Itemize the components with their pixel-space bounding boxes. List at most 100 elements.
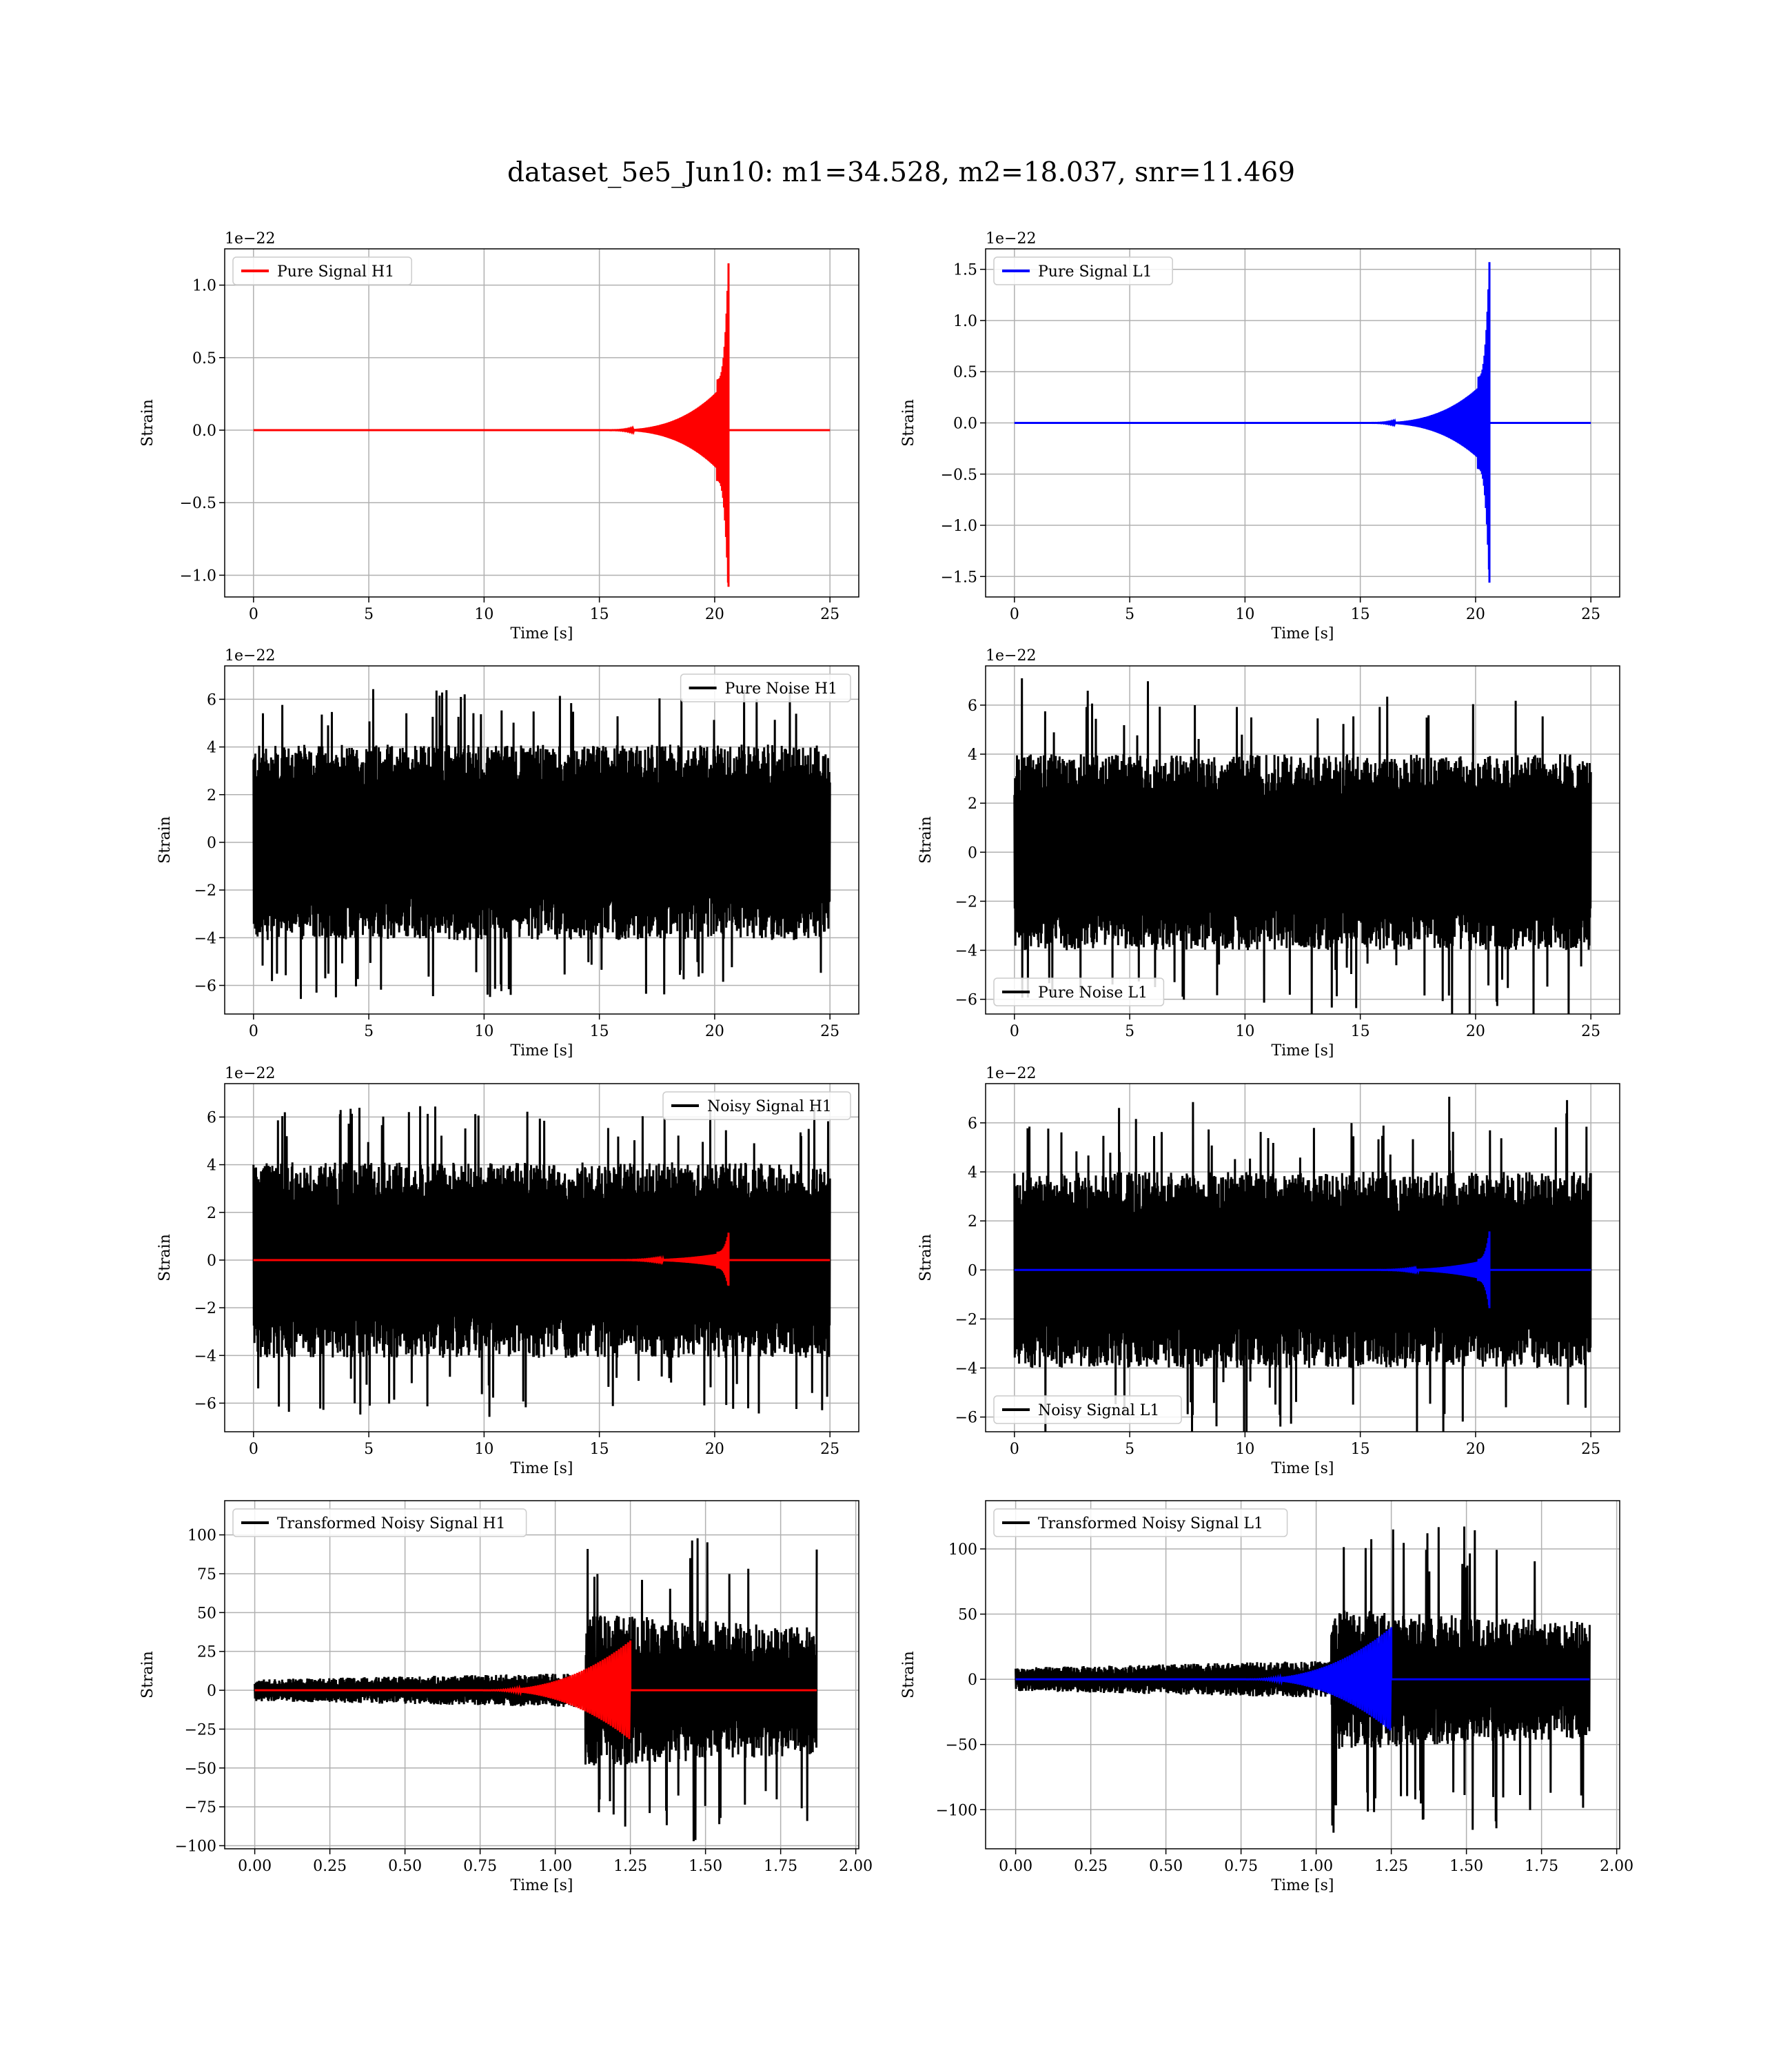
x-tick-label: 10	[1235, 1441, 1254, 1458]
legend-box	[993, 256, 1173, 285]
axis-offset-text: 1e−22	[225, 230, 275, 247]
x-tick-label: 0.50	[1149, 1858, 1183, 1875]
y-tick-label: 0	[968, 1262, 977, 1279]
y-tick-label: 0.5	[953, 364, 977, 381]
y-tick-label: 100	[187, 1528, 216, 1545]
x-tick-label: 1.25	[1374, 1858, 1408, 1875]
series-line-0	[252, 1106, 831, 1417]
y-axis-label: Strain	[139, 399, 156, 447]
x-tick-label: 1.50	[689, 1858, 722, 1875]
y-axis-label: Strain	[900, 1651, 917, 1699]
x-tick-label: 25	[820, 606, 839, 623]
axis-offset-text: 1e−22	[986, 647, 1036, 665]
series-line-0	[253, 263, 831, 587]
pure-noise-l1-chart: 0 5 10 15 20 25 −6 −4 −2 0 2 4 6 Time [s] Strain 1e−22 P…	[917, 647, 1620, 1060]
y-axis-label: Strain	[900, 399, 917, 447]
y-axis-label: Strain	[156, 816, 174, 864]
legend: Pure Signal H1	[232, 256, 412, 285]
y-tick-label: −2	[194, 882, 216, 900]
series-line-0	[254, 1538, 818, 1842]
x-tick-label: 0	[249, 1023, 258, 1040]
y-tick-label: 1.5	[953, 262, 977, 279]
y-tick-label: 50	[958, 1607, 977, 1624]
figure-title: dataset_5e5_Jun10: m1=34.528, m2=18.037,…	[507, 157, 1296, 188]
legend-label: Noisy Signal H1	[707, 1098, 832, 1115]
plot-frame	[224, 665, 859, 1015]
x-tick-label: 0.75	[1224, 1858, 1258, 1875]
x-tick-label: 1.50	[1449, 1858, 1483, 1875]
pure-signal-l1-chart: 0 5 10 15 20 25 −1.5 −1.0 −0.5 0.0 0.5 1.0 1.5 Time […	[900, 230, 1620, 642]
legend: Transformed Noisy Signal H1	[232, 1508, 527, 1537]
y-axis-label: Strain	[156, 1234, 174, 1281]
y-tick-label: −0.5	[941, 467, 977, 484]
x-tick-label: 0	[1010, 606, 1019, 623]
y-tick-label: −6	[194, 1395, 216, 1412]
y-tick-label: −50	[946, 1737, 977, 1754]
plot-frame	[224, 1500, 859, 1849]
legend-box	[232, 256, 412, 285]
y-tick-label: 4	[968, 747, 977, 764]
x-axis-label: Time [s]	[510, 625, 573, 642]
y-tick-label: 100	[948, 1541, 977, 1559]
y-tick-label: −2	[194, 1300, 216, 1317]
x-tick-label: 15	[590, 1023, 609, 1040]
plot-frame	[985, 1500, 1620, 1849]
x-axis-label: Time [s]	[1271, 1460, 1334, 1477]
x-tick-label: 1.75	[1525, 1858, 1558, 1875]
legend-box	[662, 1091, 851, 1120]
legend: Pure Signal L1	[993, 256, 1173, 285]
x-tick-label: 5	[364, 1023, 374, 1040]
x-tick-label: 15	[590, 1441, 609, 1458]
y-tick-label: 2	[968, 795, 977, 813]
x-tick-label: 25	[1581, 1023, 1600, 1040]
y-tick-label: 0	[207, 1253, 216, 1270]
transformed-noisy-signal-l1-chart: 0.00 0.25 0.50 0.75 1.00 1.25 1.50 1.75 2.00 −100…	[900, 1500, 1633, 1894]
x-tick-label: 5	[1125, 606, 1134, 623]
x-tick-label: 15	[590, 606, 609, 623]
y-tick-label: 6	[968, 698, 977, 715]
x-tick-label: 5	[1125, 1441, 1134, 1458]
x-tick-label: 25	[1581, 606, 1600, 623]
y-tick-label: 1.0	[192, 278, 216, 295]
x-tick-label: 20	[705, 1441, 724, 1458]
x-tick-label: 10	[1235, 1023, 1254, 1040]
legend: Transformed Noisy Signal L1	[993, 1508, 1288, 1537]
legend-label: Transformed Noisy Signal H1	[277, 1515, 506, 1532]
x-axis-label: Time [s]	[510, 1042, 573, 1060]
y-tick-label: −6	[955, 1410, 977, 1427]
x-tick-label: 20	[705, 606, 724, 623]
x-tick-label: 5	[364, 606, 374, 623]
y-tick-label: −1.5	[941, 569, 977, 586]
x-tick-label: 0	[1010, 1023, 1019, 1040]
y-tick-label: 0.0	[953, 416, 977, 433]
plot-frame	[224, 248, 859, 598]
x-tick-label: 0.75	[463, 1858, 497, 1875]
y-tick-label: 0	[968, 1672, 977, 1689]
x-tick-label: 0.00	[238, 1858, 272, 1875]
x-tick-label: 10	[474, 606, 493, 623]
series-line-0	[252, 687, 831, 1000]
y-tick-label: 6	[207, 1109, 216, 1126]
plot-frame	[224, 1083, 859, 1432]
y-tick-label: −4	[955, 1361, 977, 1378]
y-axis-label: Strain	[139, 1651, 156, 1699]
x-tick-label: 25	[820, 1441, 839, 1458]
y-tick-label: −50	[185, 1761, 216, 1778]
legend-label: Transformed Noisy Signal L1	[1038, 1515, 1263, 1532]
pure-signal-h1-chart: 0 5 10 15 20 25 −1.0 −0.5 0.0 0.5 1.0 Time [s] Strai…	[139, 230, 859, 642]
y-tick-label: −100	[175, 1838, 216, 1855]
series-line-0	[1013, 678, 1592, 1014]
x-tick-label: 2.00	[839, 1858, 873, 1875]
y-tick-label: −2	[955, 1311, 977, 1328]
x-tick-label: 0.25	[1074, 1858, 1108, 1875]
series-line-0	[1014, 262, 1591, 583]
x-tick-label: 0	[249, 1441, 258, 1458]
x-tick-label: 5	[364, 1441, 374, 1458]
transformed-noisy-signal-h1-chart: 0.00 0.25 0.50 0.75 1.00 1.25 1.50 1.75 2.00 −100…	[139, 1500, 873, 1894]
y-tick-label: 2	[207, 787, 216, 804]
series-line-1	[1014, 1231, 1591, 1308]
y-tick-label: 4	[207, 1157, 216, 1175]
pure-noise-h1-chart: 0 5 10 15 20 25 −6 −4 −2 0 2 4 6 Time [s] Strain 1e−22 P…	[156, 647, 859, 1060]
x-tick-label: 0.00	[999, 1858, 1032, 1875]
